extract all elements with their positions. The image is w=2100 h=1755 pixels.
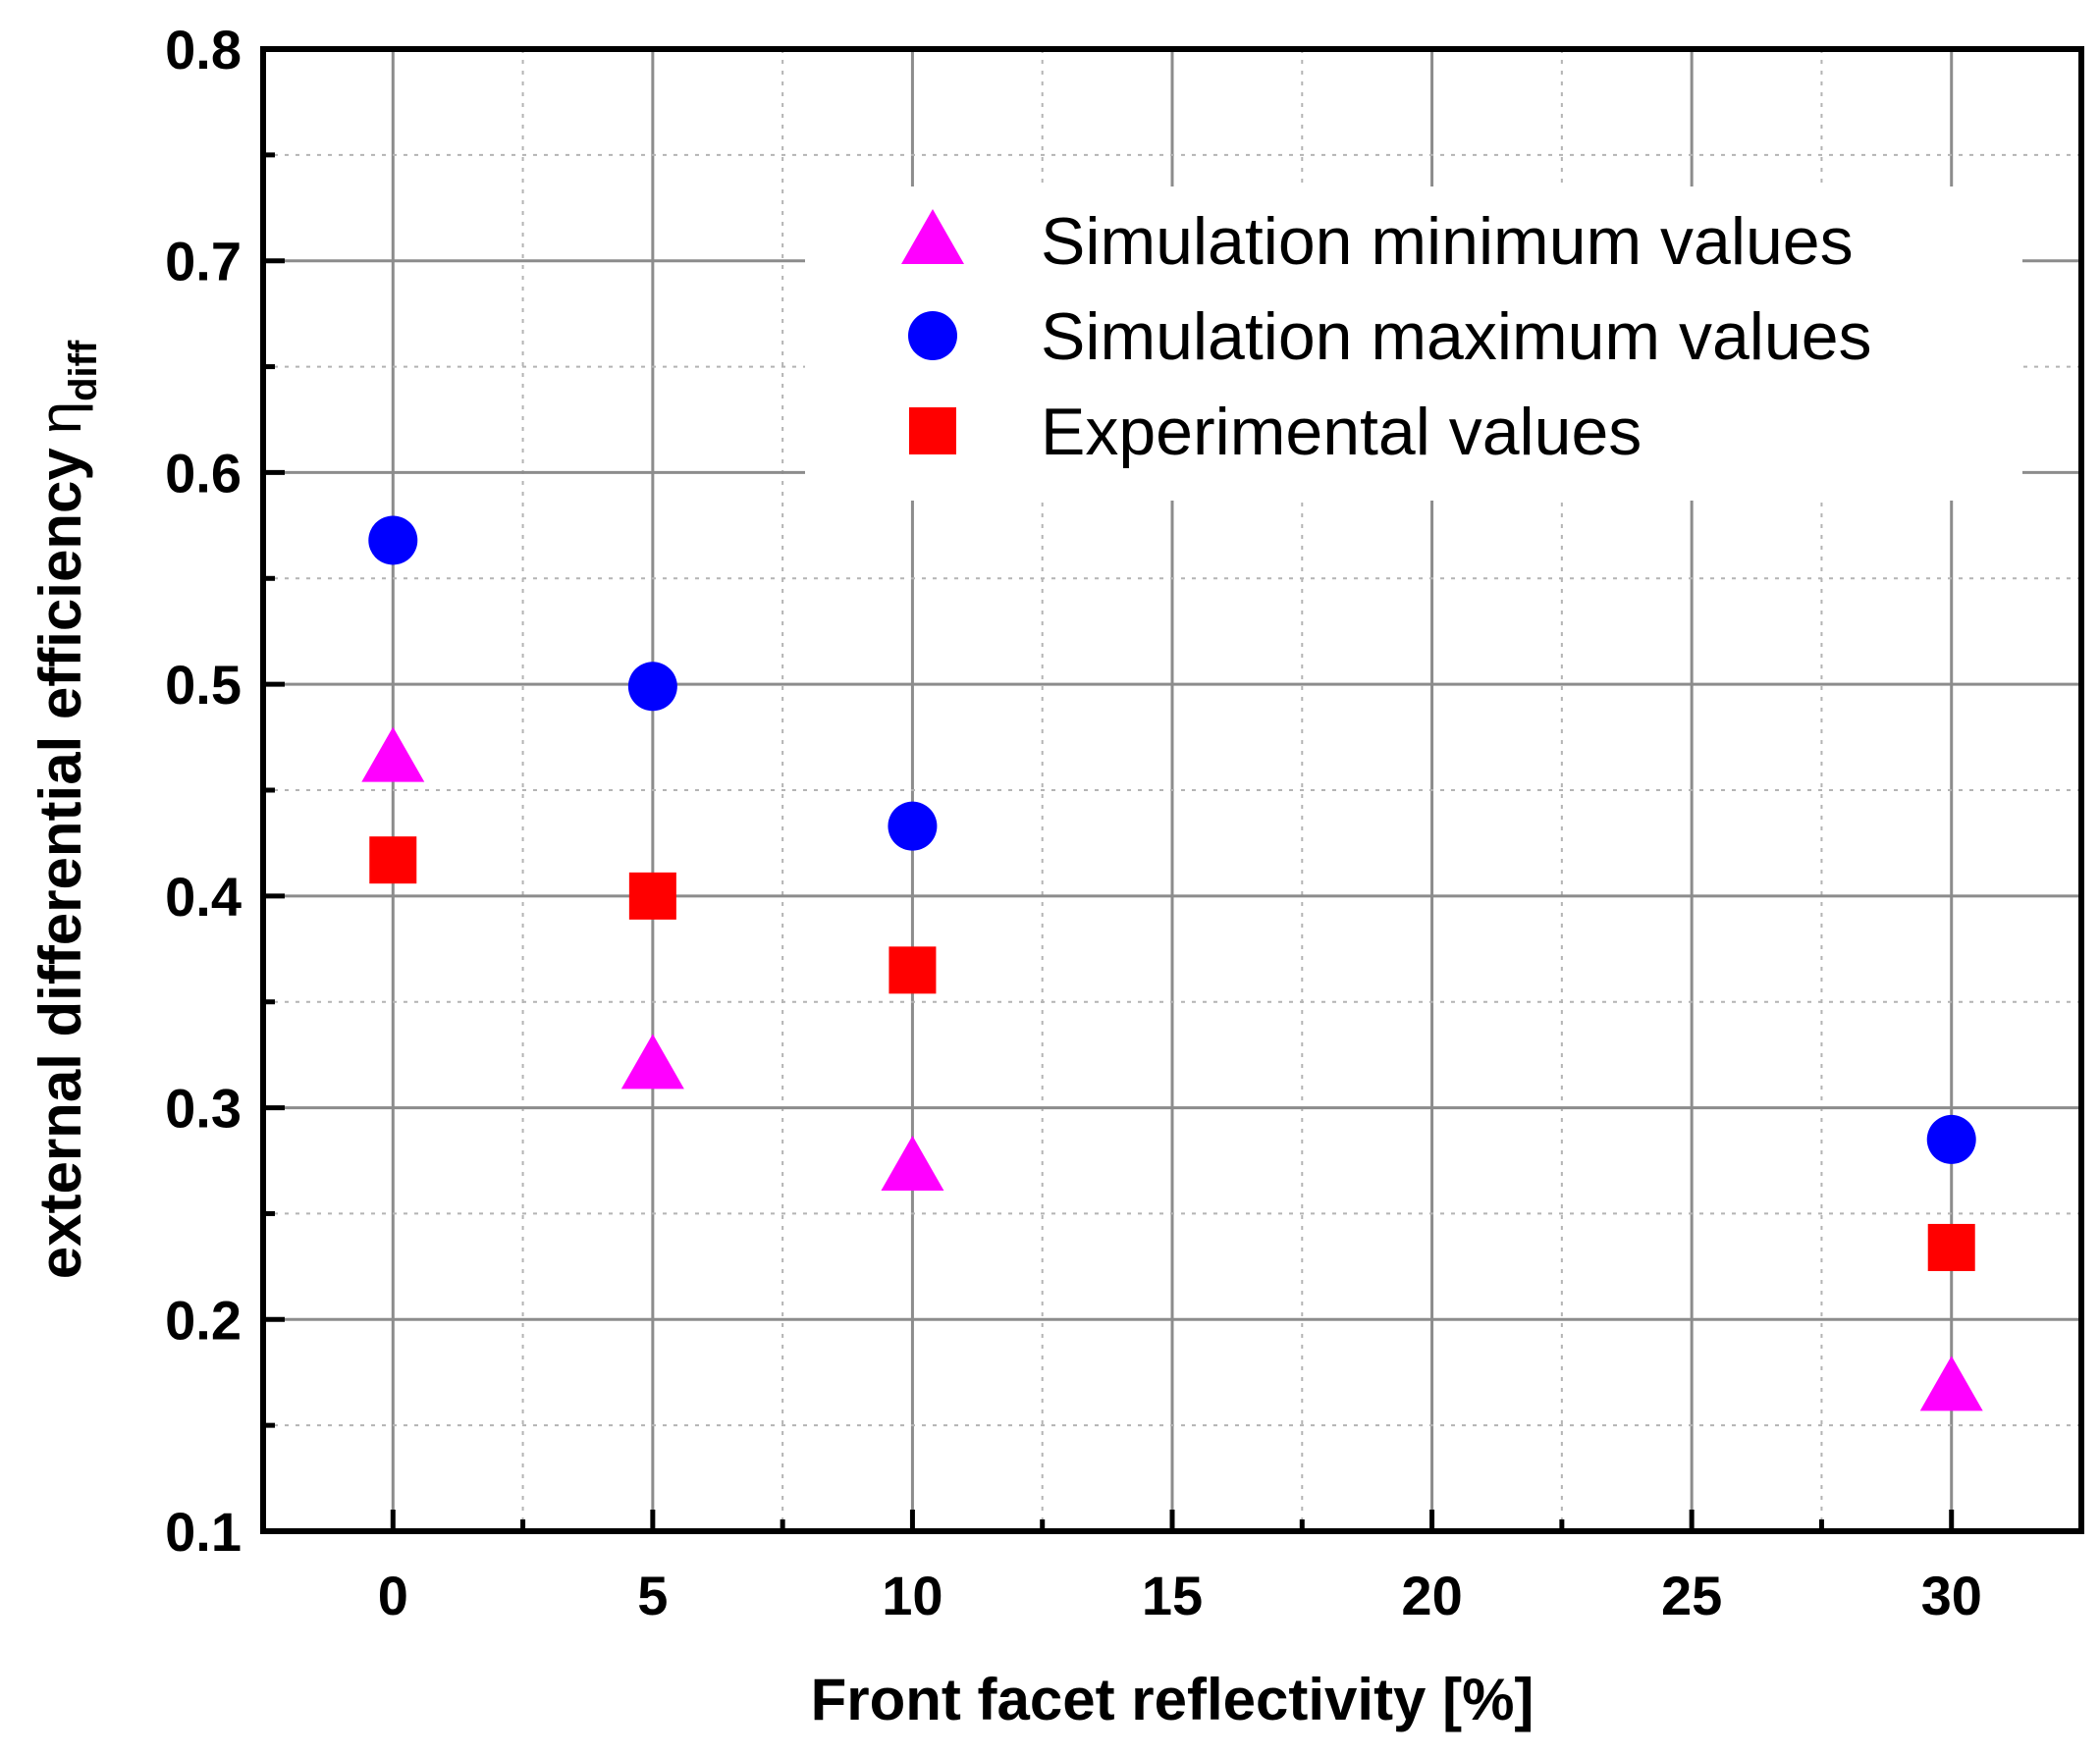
data-points: [361, 515, 1983, 1411]
legend-label: Simulation minimum values: [1041, 204, 1854, 279]
legend-label: Experimental values: [1041, 395, 1642, 469]
y-tick-label: 0.8: [165, 19, 242, 80]
data-point-triangle-marker: [881, 1135, 944, 1191]
x-tick-label: 30: [1921, 1565, 1982, 1626]
legend-background: [805, 186, 2022, 501]
y-axis-title-symbol: η: [27, 401, 93, 434]
y-axis-title: external differential efficiency ηdiff: [27, 340, 105, 1279]
legend-items: Simulation minimum values Simulation maxi…: [901, 204, 1872, 469]
data-point-circle-marker: [1926, 1114, 1976, 1164]
x-tick-label: 20: [1401, 1565, 1462, 1626]
y-tick-label: 0.1: [165, 1501, 242, 1563]
y-axis-title-subscript: diff: [62, 340, 105, 401]
legend-label: Simulation maximum values: [1041, 299, 1872, 374]
legend-circle-marker: [908, 311, 957, 360]
data-point-triangle-marker: [361, 726, 425, 782]
y-tick-label: 0.5: [165, 654, 242, 716]
y-tick-label: 0.3: [165, 1078, 242, 1140]
legend-triangle-marker: [901, 209, 964, 264]
data-point-triangle-marker: [1919, 1356, 1983, 1411]
x-tick-label: 15: [1142, 1565, 1203, 1626]
tick-labels: 0 5 10 15 20 25 30 0.1 0.2 0.3 0.4 0.5 0.6 0.7 0.8: [165, 19, 1982, 1626]
x-tick-label: 10: [882, 1565, 942, 1626]
data-point-square-marker: [1927, 1223, 1975, 1271]
axis-ticks: [260, 46, 2084, 1534]
data-point-square-marker: [369, 836, 417, 884]
data-point-square-marker: [628, 872, 676, 920]
y-tick-label: 0.6: [165, 442, 242, 504]
legend-square-marker: [909, 407, 956, 454]
y-tick-label: 0.7: [165, 231, 242, 292]
x-tick-label: 0: [378, 1565, 408, 1626]
legend: [805, 186, 2022, 501]
data-point-circle-marker: [888, 801, 938, 851]
data-point-circle-marker: [368, 515, 418, 565]
x-tick-label: 25: [1661, 1565, 1722, 1626]
y-tick-label: 0.4: [165, 866, 242, 928]
x-axis-title: Front facet reflectivity [%]: [811, 1667, 1535, 1732]
data-point-circle-marker: [627, 662, 677, 712]
y-tick-label: 0.2: [165, 1289, 242, 1351]
y-axis-title-text: external differential efficiency: [27, 448, 93, 1280]
x-tick-label: 5: [637, 1565, 668, 1626]
data-point-triangle-marker: [620, 1034, 684, 1090]
data-point-square-marker: [888, 946, 937, 994]
